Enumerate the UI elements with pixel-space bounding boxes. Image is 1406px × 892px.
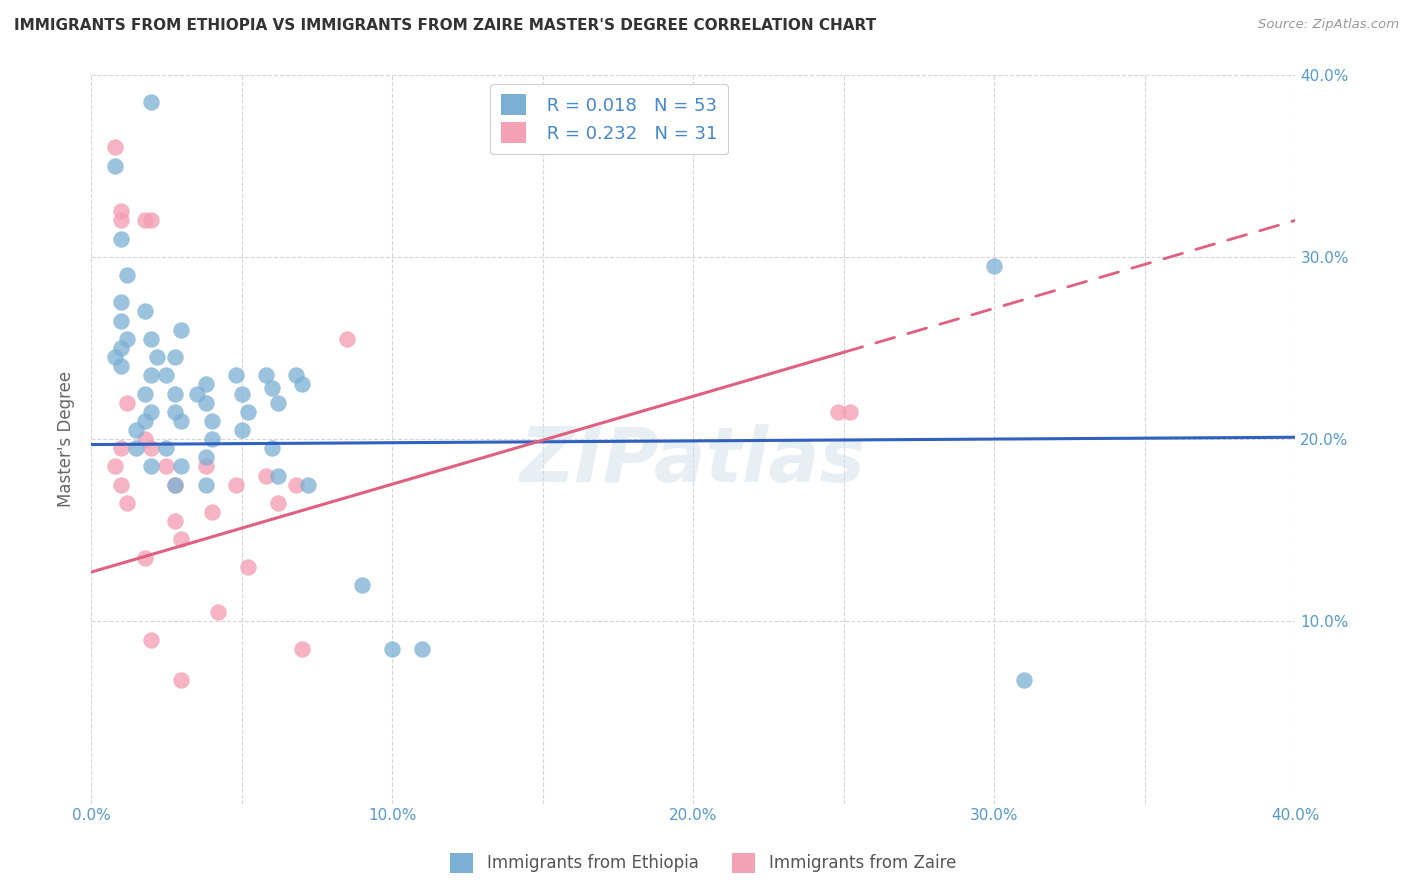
Point [134, 386, 156, 401]
Point [110, 313, 132, 327]
Point [141, 332, 163, 346]
Point [125, 441, 148, 455]
Point [291, 377, 314, 392]
Point [141, 405, 163, 419]
Legend: Immigrants from Ethiopia, Immigrants from Zaire: Immigrants from Ethiopia, Immigrants fro… [443, 847, 963, 880]
Point [165, 405, 187, 419]
Point [231, 386, 253, 401]
Point [110, 213, 132, 227]
Point [381, 641, 404, 656]
Point [170, 533, 193, 547]
Point [267, 395, 290, 409]
Point [117, 496, 139, 510]
Point [104, 459, 127, 474]
Point [104, 350, 127, 364]
Point [170, 673, 193, 687]
Point [170, 414, 193, 428]
Point [260, 441, 283, 455]
Point [141, 632, 163, 647]
Point [200, 432, 222, 446]
Point [165, 477, 187, 491]
Point [254, 468, 277, 483]
Text: Source: ZipAtlas.com: Source: ZipAtlas.com [1258, 18, 1399, 31]
Point [134, 213, 156, 227]
Point [155, 459, 177, 474]
Point [297, 477, 319, 491]
Point [110, 359, 132, 373]
Point [200, 414, 222, 428]
Point [194, 450, 217, 465]
Point [110, 204, 132, 219]
Point [284, 477, 307, 491]
Point [267, 468, 290, 483]
Point [165, 386, 187, 401]
Point [104, 159, 127, 173]
Point [411, 641, 433, 656]
Point [110, 295, 132, 310]
Point [110, 441, 132, 455]
Point [194, 377, 217, 392]
Point [134, 432, 156, 446]
Point [207, 605, 229, 619]
Point [336, 332, 359, 346]
Point [110, 341, 132, 355]
Point [983, 259, 1005, 273]
Point [1014, 673, 1036, 687]
Point [170, 323, 193, 337]
Point [284, 368, 307, 383]
Point [260, 381, 283, 395]
Point [291, 641, 314, 656]
Point [117, 395, 139, 409]
Point [134, 550, 156, 565]
Point [141, 95, 163, 109]
Point [827, 405, 849, 419]
Point [838, 405, 860, 419]
Point [231, 423, 253, 437]
Point [146, 350, 169, 364]
Point [194, 395, 217, 409]
Point [117, 332, 139, 346]
Point [165, 514, 187, 528]
Point [134, 414, 156, 428]
Point [117, 268, 139, 282]
Point [155, 368, 177, 383]
Point [267, 496, 290, 510]
Point [170, 459, 193, 474]
Point [141, 368, 163, 383]
Point [225, 368, 247, 383]
Point [141, 441, 163, 455]
Point [236, 405, 259, 419]
Point [254, 368, 277, 383]
Point [165, 477, 187, 491]
Point [110, 231, 132, 245]
Point [225, 477, 247, 491]
Point [352, 578, 374, 592]
Point [200, 505, 222, 519]
Point [186, 386, 208, 401]
Legend:  R = 0.018   N = 53,  R = 0.232   N = 31: R = 0.018 N = 53, R = 0.232 N = 31 [491, 84, 728, 154]
Point [194, 477, 217, 491]
Point [165, 350, 187, 364]
Point [134, 304, 156, 318]
Point [141, 459, 163, 474]
Text: IMMIGRANTS FROM ETHIOPIA VS IMMIGRANTS FROM ZAIRE MASTER'S DEGREE CORRELATION CH: IMMIGRANTS FROM ETHIOPIA VS IMMIGRANTS F… [14, 18, 876, 33]
Text: ZIPatlas: ZIPatlas [520, 424, 866, 498]
Point [110, 477, 132, 491]
Point [236, 559, 259, 574]
Point [141, 213, 163, 227]
Point [155, 441, 177, 455]
Y-axis label: Master's Degree: Master's Degree [58, 371, 75, 508]
Point [125, 423, 148, 437]
Point [194, 459, 217, 474]
Point [104, 140, 127, 154]
